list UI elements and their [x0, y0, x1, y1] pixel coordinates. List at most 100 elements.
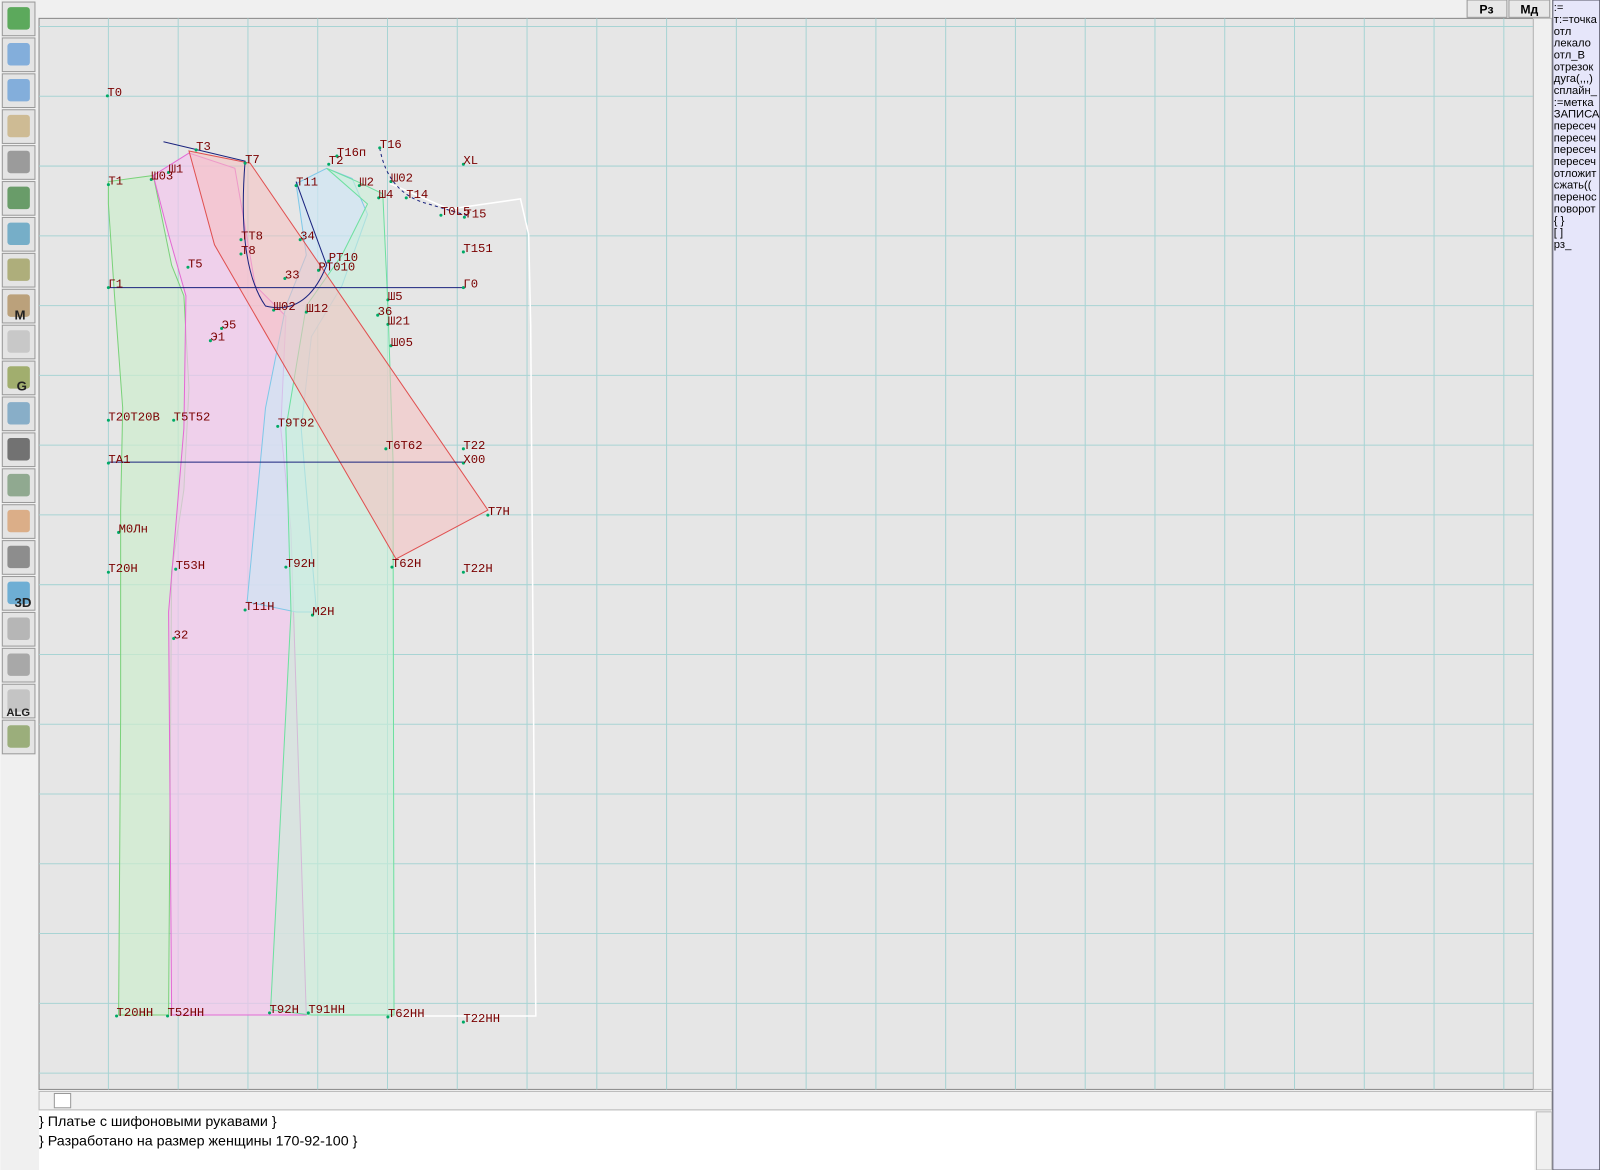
point-marker	[220, 326, 224, 330]
command-item[interactable]: поворот	[1554, 203, 1596, 215]
point-label: Ш2	[359, 176, 374, 190]
point-label: Ш02	[391, 172, 413, 186]
command-item[interactable]: :=метка	[1554, 97, 1595, 109]
point-label: Ш4	[379, 188, 394, 202]
command-item[interactable]: :=	[1554, 2, 1564, 14]
point-label: Т20Н	[108, 562, 137, 576]
horizontal-scrollbar[interactable]	[38, 1090, 1553, 1111]
point-label: Т15	[464, 207, 486, 221]
point-marker	[106, 183, 110, 187]
command-item[interactable]: лекало	[1554, 38, 1591, 50]
tool-icon	[7, 402, 30, 425]
point-label: Ш02	[274, 300, 296, 314]
command-item[interactable]: т:=точка	[1554, 14, 1598, 26]
point-label: Г0	[463, 278, 478, 292]
point-marker	[239, 238, 243, 242]
button[interactable]	[1508, 0, 1551, 18]
point-label: Т5	[188, 257, 203, 271]
command-item[interactable]: отл_В	[1554, 50, 1585, 62]
point-marker	[390, 565, 394, 569]
point-marker	[243, 161, 247, 165]
point-label: Т8	[241, 244, 256, 258]
tool-icon	[7, 438, 30, 461]
point-label: Т0	[107, 86, 122, 100]
command-item[interactable]: сплайн_	[1554, 85, 1598, 97]
point-label: Ш5	[388, 290, 403, 304]
command-item[interactable]: пересеч	[1554, 121, 1596, 133]
point-marker	[462, 215, 466, 219]
tool-icon	[7, 366, 30, 389]
point-marker	[174, 567, 178, 571]
command-item[interactable]: отложит	[1554, 168, 1597, 180]
tool-icon	[7, 114, 30, 138]
point-marker	[167, 170, 171, 174]
point-marker	[268, 1011, 272, 1015]
command-item[interactable]: { }	[1554, 215, 1565, 227]
point-marker	[106, 461, 110, 465]
point-label: Т11Н	[245, 600, 274, 614]
point-marker	[304, 310, 308, 314]
point-marker	[327, 259, 331, 263]
tool-icon	[7, 186, 30, 210]
point-marker	[461, 447, 465, 451]
button[interactable]	[1466, 0, 1508, 18]
command-item[interactable]: пересеч	[1554, 156, 1596, 168]
point-label: Ш05	[391, 336, 413, 350]
command-item[interactable]: ЗАПИСА	[1554, 109, 1600, 121]
point-label: М0Лн	[119, 522, 148, 536]
command-item[interactable]: [ ]	[1554, 227, 1563, 239]
scroll-thumb[interactable]	[53, 1092, 72, 1109]
tool-icon	[7, 473, 30, 497]
point-marker	[378, 146, 382, 150]
point-marker	[208, 339, 212, 343]
point-label: Т22Н	[463, 562, 492, 576]
armhole-line	[163, 141, 328, 309]
status-area	[39, 1110, 1535, 1170]
point-label: Т92Н	[286, 557, 315, 571]
point-marker	[461, 570, 465, 574]
point-label: Т16п	[337, 146, 366, 160]
tool-icon	[7, 617, 30, 640]
point-marker	[461, 250, 465, 254]
point-label: РТ10	[329, 251, 358, 265]
point-marker	[117, 530, 121, 534]
point-marker	[194, 148, 198, 152]
command-item[interactable]: отрезок	[1554, 61, 1594, 73]
point-marker	[115, 1014, 119, 1018]
point-label: 34	[300, 230, 315, 244]
tool-icon	[7, 258, 30, 281]
tool-letter: M	[15, 307, 26, 322]
point-label: Х00	[463, 453, 485, 467]
command-item[interactable]: рз_	[1554, 239, 1572, 251]
command-item[interactable]: дуга(,,,)	[1554, 73, 1593, 85]
button-label: Рз	[1479, 2, 1493, 16]
tool-icon	[7, 689, 30, 712]
command-list: :=т:=точкаотллекалоотл_Вотрезокдуга(,,,)…	[1554, 2, 1600, 251]
point-label: Т7Н	[488, 505, 510, 519]
point-marker	[149, 177, 153, 182]
command-item[interactable]: пересеч	[1554, 144, 1596, 156]
point-marker	[284, 565, 288, 569]
point-marker	[310, 613, 314, 617]
point-label: Т11	[296, 176, 318, 190]
point-label: Т1	[108, 175, 123, 189]
point-marker	[389, 180, 393, 184]
command-item[interactable]: пересеч	[1554, 132, 1596, 144]
vertical-scrollbar[interactable]	[1532, 17, 1553, 1090]
tool-letter: ALG	[6, 707, 30, 719]
point-marker	[376, 313, 380, 317]
command-item[interactable]: сжать((	[1554, 180, 1592, 192]
point-label: Ш1	[169, 162, 184, 176]
tool-icon	[7, 725, 30, 748]
tool-letter: 3D	[15, 595, 32, 610]
point-label: ХL	[463, 154, 478, 168]
point-marker	[357, 184, 361, 188]
command-item[interactable]: перенос	[1554, 192, 1597, 204]
status-scrollbar[interactable]	[1535, 1111, 1553, 1170]
point-label: Т151	[463, 242, 492, 256]
toolbar	[1, 1, 36, 755]
point-marker	[172, 637, 176, 641]
point-marker	[377, 196, 381, 200]
command-item[interactable]: отл	[1554, 26, 1571, 38]
tool-icon	[7, 330, 30, 353]
